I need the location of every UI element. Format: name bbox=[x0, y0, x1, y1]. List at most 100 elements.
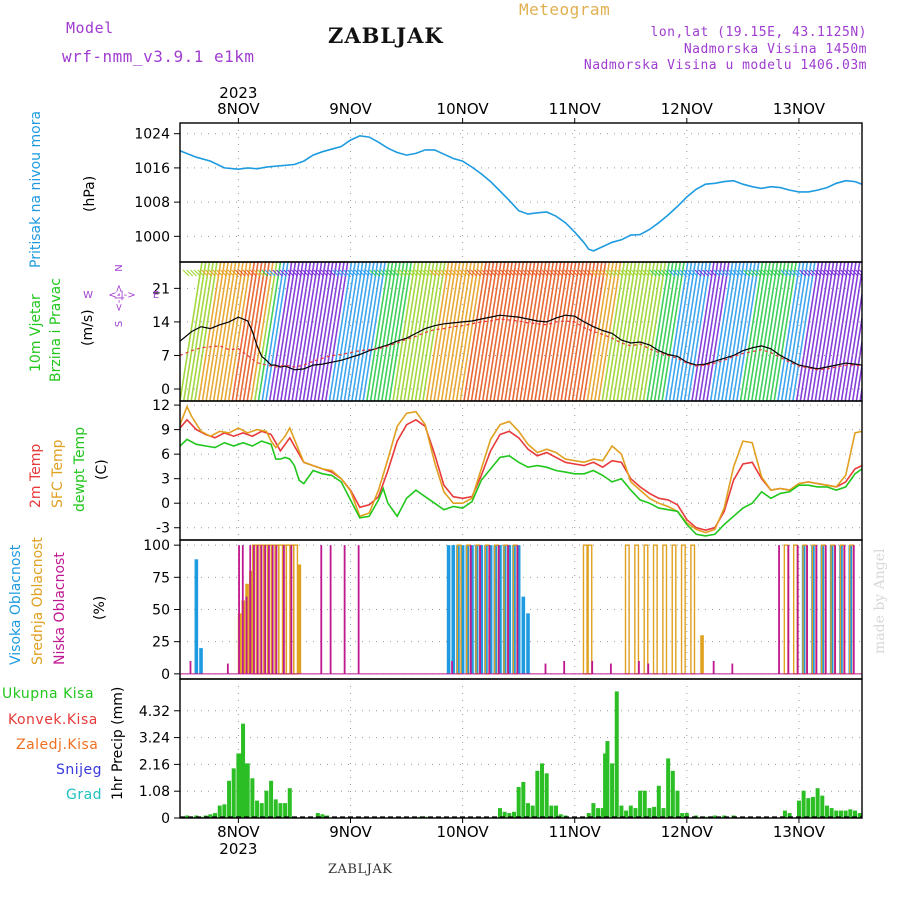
y-tick-label-precip: 3.24 bbox=[139, 731, 170, 747]
precip-bar bbox=[834, 810, 839, 818]
precip-bar bbox=[633, 808, 638, 818]
cloud-bar bbox=[731, 663, 734, 674]
cloud-bar bbox=[563, 660, 566, 674]
precip-bar bbox=[208, 814, 213, 818]
cloud-bar bbox=[778, 545, 780, 674]
precip-bar bbox=[278, 803, 283, 818]
cloud-bar bbox=[852, 545, 855, 674]
y-tick-label-pressure: 1024 bbox=[134, 127, 170, 143]
precip-bar bbox=[605, 741, 610, 818]
y-tick-label-wind: 21 bbox=[152, 281, 170, 297]
cloud-bar bbox=[479, 545, 481, 674]
cloud-bar bbox=[194, 559, 199, 674]
y-tick-label-wind: 0 bbox=[161, 382, 170, 398]
panel-frame-pressure bbox=[179, 122, 863, 263]
cloud-bar bbox=[792, 544, 798, 675]
precip-bar bbox=[497, 808, 502, 818]
cloud-bar bbox=[357, 545, 360, 674]
precip-bar bbox=[614, 691, 619, 818]
precip-bar bbox=[619, 805, 624, 818]
precip-bar bbox=[652, 806, 657, 818]
precip-bar bbox=[231, 768, 236, 818]
date-tick-bottom: 13NOV bbox=[773, 823, 826, 841]
cloud-bar bbox=[647, 663, 650, 674]
cloud-bar bbox=[587, 544, 593, 675]
cloud-bar bbox=[260, 545, 263, 674]
precip-bar bbox=[530, 805, 535, 818]
compass-e: E bbox=[153, 290, 159, 301]
cloud-bar bbox=[824, 545, 827, 674]
date-tick-top: 11NOV bbox=[549, 100, 602, 118]
precip-bar bbox=[255, 800, 260, 818]
cloud-bar bbox=[460, 545, 465, 674]
y-tick-label-precip: 1.08 bbox=[139, 784, 170, 800]
meteogram-label: Meteogram bbox=[519, 0, 611, 19]
compass-w: W bbox=[83, 290, 93, 301]
precip-bar bbox=[222, 804, 227, 818]
cloud-bar bbox=[469, 545, 472, 674]
date-tick-top: 10NOV bbox=[437, 100, 490, 118]
data-wind bbox=[180, 314, 862, 371]
precip-bar bbox=[535, 770, 540, 818]
cloud-bar bbox=[238, 545, 240, 674]
cloud-bar bbox=[712, 660, 715, 674]
model-elevation-label: Nadmorska Visina u modelu 1406.03m bbox=[583, 58, 867, 73]
precip-bar bbox=[603, 753, 608, 818]
precip-bar bbox=[185, 815, 190, 818]
precip-bar bbox=[320, 814, 325, 818]
cloud-bar bbox=[507, 545, 512, 674]
y-tick-label-cloud: 75 bbox=[152, 570, 170, 586]
date-tick-top: 13NOV bbox=[773, 100, 826, 118]
cloud-bar bbox=[226, 663, 229, 674]
cloud-bar bbox=[638, 660, 640, 674]
date-tick-bottom: 8NOV bbox=[217, 823, 260, 841]
precip-bar bbox=[558, 814, 563, 818]
cloud-bar bbox=[245, 596, 248, 674]
cloud-bar bbox=[275, 545, 278, 674]
model-name: wrf-nmm_v3.9.1 e1km bbox=[62, 47, 255, 66]
precip-bar bbox=[782, 810, 787, 818]
precip-bar bbox=[245, 763, 250, 818]
cloud-bar bbox=[498, 545, 502, 674]
precip-bar bbox=[638, 790, 643, 818]
cloud-bar bbox=[796, 545, 799, 674]
y-tick-label-pressure: 1008 bbox=[134, 195, 170, 211]
precip-legend-convective: Konvek.Kisa bbox=[8, 712, 98, 728]
cloud-bar bbox=[271, 545, 274, 674]
precip-bar bbox=[586, 813, 591, 818]
cloud-bar bbox=[451, 545, 456, 674]
cloud-bar bbox=[624, 544, 630, 675]
cloud-bar bbox=[479, 545, 484, 674]
cloud-bar bbox=[290, 545, 293, 674]
precip-bar bbox=[544, 773, 549, 818]
y-tick-label-temperature: -3 bbox=[156, 521, 170, 537]
precip-legend-hail: Grad bbox=[66, 787, 103, 803]
cloud-bar bbox=[264, 545, 267, 674]
y-tick-label-precip: 2.16 bbox=[139, 757, 170, 773]
y-tick-label-cloud: 0 bbox=[161, 667, 170, 683]
data-pressure bbox=[180, 134, 862, 252]
precip-bar bbox=[852, 810, 857, 818]
date-tick-bottom: 9NOV bbox=[329, 823, 372, 841]
precip-bar bbox=[675, 790, 680, 818]
precip-bar bbox=[238, 753, 243, 818]
y-tick-label-cloud: 25 bbox=[152, 635, 170, 651]
precip-bar bbox=[241, 723, 246, 818]
precip-bar bbox=[787, 813, 792, 818]
precip-bar bbox=[796, 800, 801, 818]
cloud-bar bbox=[293, 544, 299, 675]
precip-bar bbox=[610, 763, 615, 818]
precip-bar bbox=[283, 803, 288, 818]
precip-bar bbox=[661, 808, 666, 818]
y-tick-label-precip: 0 bbox=[161, 811, 170, 827]
y-tick-label-precip: 4.32 bbox=[139, 704, 170, 720]
precip-bar bbox=[647, 808, 652, 818]
precip-bar bbox=[628, 805, 633, 818]
series-line-temperature-2 bbox=[180, 438, 862, 537]
year-label-bottom: 2023 bbox=[219, 840, 257, 858]
y-tick-label-cloud: 50 bbox=[152, 603, 170, 619]
year-label-top: 2023 bbox=[219, 84, 257, 102]
precip-bar bbox=[526, 803, 531, 818]
cloud-bar bbox=[834, 545, 837, 674]
series-line-wind-0 bbox=[180, 314, 862, 371]
